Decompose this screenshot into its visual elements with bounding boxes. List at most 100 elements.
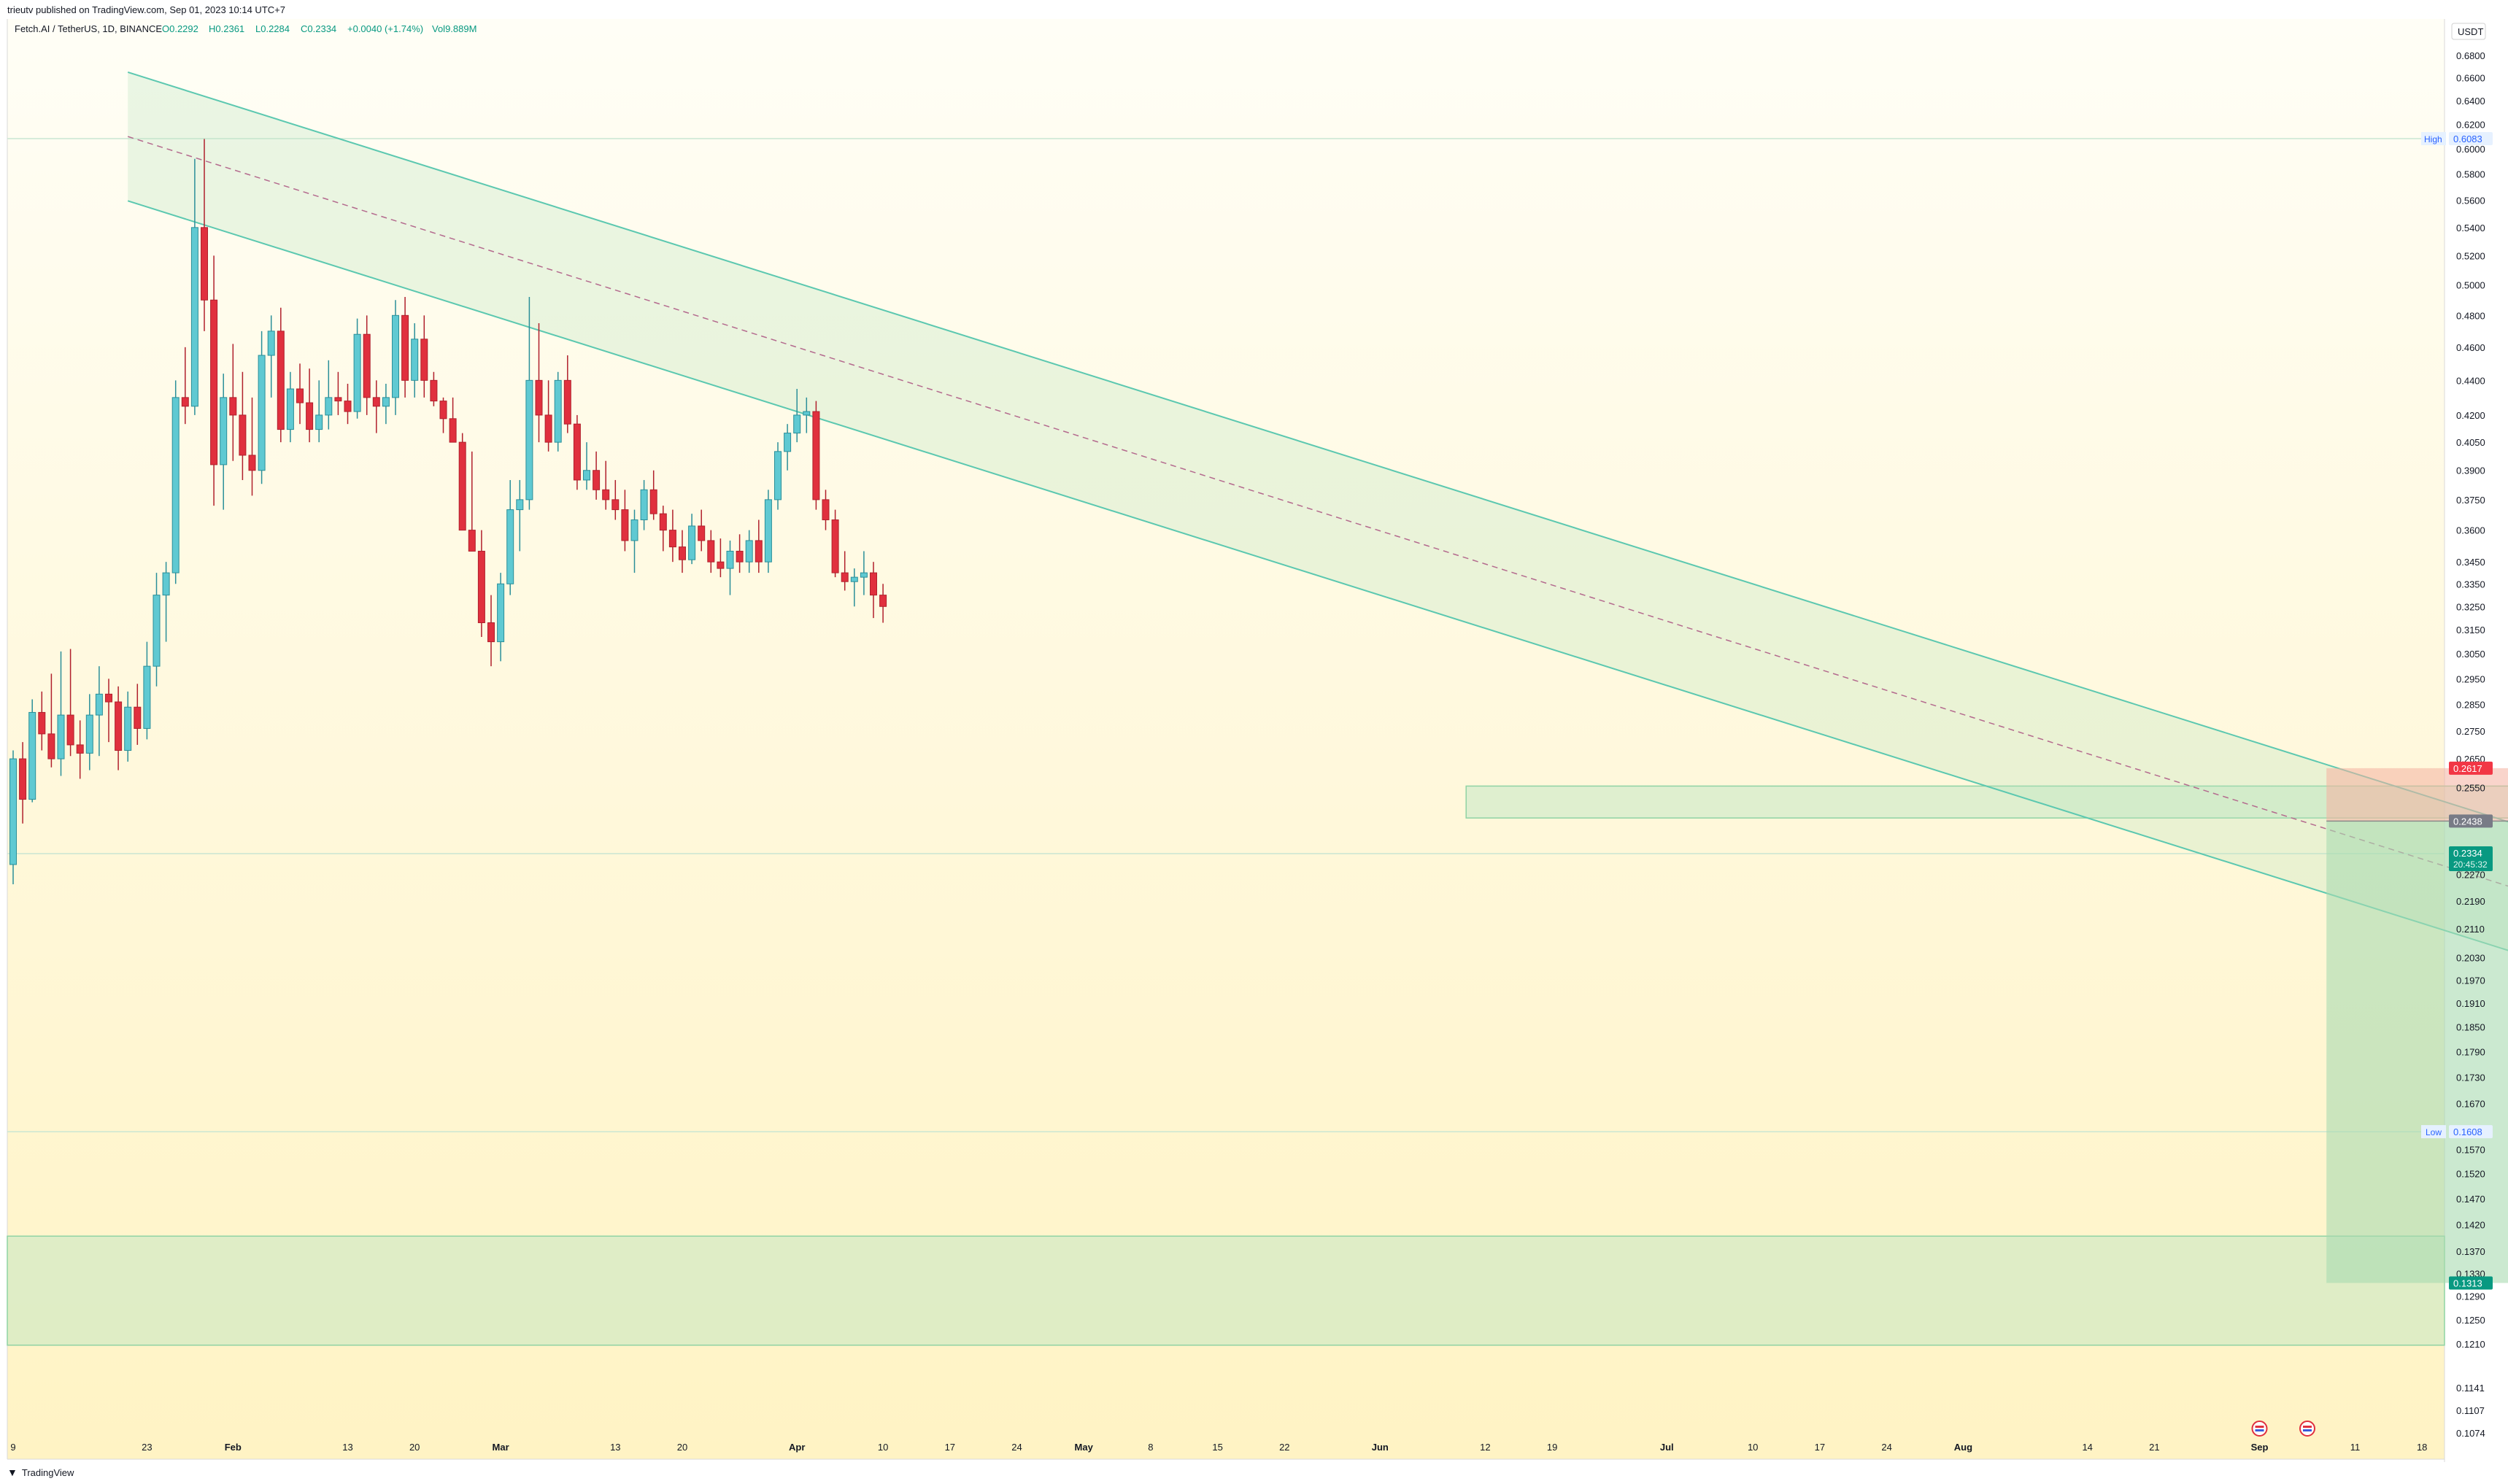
- take-profit-area[interactable]: [2326, 821, 2508, 1283]
- candle-body: [611, 499, 620, 511]
- candle-body: [487, 622, 495, 643]
- short-position-tool[interactable]: [2326, 768, 2508, 1283]
- price-tick-label: 0.2190: [2456, 896, 2485, 907]
- high-value-tag-text: 0.6083: [2453, 134, 2482, 144]
- candle-body: [85, 714, 93, 754]
- volume-value: Vol9.889M: [432, 23, 476, 34]
- price-tick-label: 0.5000: [2456, 280, 2485, 291]
- price-chart[interactable]: 0.6800 0.6600 0.6400 0.6200 0.6000 0.5800 0.56…: [0, 19, 2508, 1462]
- candle-body: [19, 758, 27, 800]
- price-tick-label: 0.1470: [2456, 1194, 2485, 1205]
- candle-body: [382, 397, 390, 407]
- channel-upper-line[interactable]: [127, 72, 2508, 837]
- channel-lower-line[interactable]: [127, 200, 2508, 965]
- candle-body: [525, 379, 533, 501]
- price-tick-label: 0.1290: [2456, 1291, 2485, 1302]
- candle-body: [841, 572, 849, 582]
- candle-body: [439, 401, 447, 420]
- candle-body: [420, 339, 428, 381]
- price-tick-label: 0.3600: [2456, 525, 2485, 536]
- candle-body: [201, 227, 208, 301]
- price-tick-label: 0.5600: [2456, 196, 2485, 206]
- price-tick-label: 0.2950: [2456, 673, 2485, 684]
- candle-body: [860, 572, 868, 578]
- candle-body: [258, 355, 266, 471]
- low-label-box: [2421, 1125, 2446, 1139]
- symbol-title: Fetch.AI / TetherUS, 1D, BINANCE: [15, 23, 162, 34]
- candle-body: [477, 550, 485, 624]
- candle-body: [593, 470, 601, 490]
- tradingview-logo[interactable]: ▼ TradingView: [7, 1466, 74, 1478]
- price-tick-label: 0.1370: [2456, 1246, 2485, 1257]
- price-tick-label: 0.1250: [2456, 1315, 2485, 1326]
- date-tick-label: 9: [10, 1442, 15, 1453]
- price-tick-label: 0.3900: [2456, 465, 2485, 476]
- candle-body: [621, 509, 629, 541]
- low-value-tag-text: 0.1608: [2453, 1126, 2482, 1137]
- date-tick-label: 18: [2417, 1442, 2427, 1453]
- entry-price-tag-text: 0.2438: [2453, 816, 2482, 827]
- plot-background: [7, 19, 2445, 1459]
- date-tick-label: 12: [1480, 1442, 1490, 1453]
- price-tick-label: 0.2030: [2456, 953, 2485, 964]
- candle-body: [870, 572, 877, 596]
- candle-body: [764, 499, 772, 563]
- time-axis[interactable]: 9 23 Feb 13 20 Mar 13 20 Apr 10 17 24 May 8 15 22 Jun 12 1…: [10, 1442, 2427, 1453]
- candle-body: [210, 299, 218, 465]
- price-tick-label: 0.6400: [2456, 96, 2485, 107]
- date-tick-label: 10: [878, 1442, 888, 1453]
- candle-body: [162, 572, 170, 596]
- candle-body: [248, 455, 256, 471]
- price-tick-label: 0.1790: [2456, 1046, 2485, 1057]
- price-tick-label: 0.4200: [2456, 410, 2485, 421]
- price-tick-label: 0.4600: [2456, 342, 2485, 353]
- us-flag-event-icon[interactable]: [2251, 1421, 2268, 1437]
- candle-body: [640, 489, 648, 521]
- horizontal-lines-layer: [7, 138, 2445, 1132]
- date-tick-label: Feb: [225, 1442, 242, 1453]
- candle-body: [506, 509, 514, 584]
- date-tick-label: Apr: [789, 1442, 805, 1453]
- open-value: O0.2292: [162, 23, 198, 34]
- candle-body: [449, 418, 457, 443]
- candle-body: [554, 379, 562, 443]
- candle-body: [630, 519, 638, 541]
- target-price-tag: [2449, 1276, 2493, 1290]
- footer-bar: ▼ TradingView: [0, 1462, 2508, 1484]
- price-tick-label: 0.4400: [2456, 375, 2485, 386]
- price-tick-label: 0.1670: [2456, 1098, 2485, 1109]
- price-tick-label: 0.3250: [2456, 601, 2485, 612]
- stop-loss-area[interactable]: [2326, 768, 2508, 822]
- candle-body: [784, 433, 792, 452]
- candle-body: [220, 397, 228, 465]
- candle-body: [831, 519, 839, 573]
- price-axis[interactable]: 0.6800 0.6600 0.6400 0.6200 0.6000 0.5800 0.56…: [2451, 23, 2486, 1439]
- price-tick-label: 0.3150: [2456, 625, 2485, 635]
- trend-channel[interactable]: [127, 72, 2508, 965]
- us-flag-event-icon[interactable]: [2299, 1421, 2315, 1437]
- candle-body: [879, 595, 887, 607]
- date-tick-label: May: [1075, 1442, 1094, 1453]
- candle-body: [659, 513, 667, 531]
- date-tick-label: 13: [610, 1442, 620, 1453]
- candle-body: [726, 550, 734, 569]
- currency-box[interactable]: [2451, 23, 2486, 40]
- date-tick-label: Jun: [1372, 1442, 1389, 1453]
- candle-body: [707, 540, 715, 563]
- price-tags-layer: High 0.6083 Low 0.1608 0.2617 0.2438 0.233420:…: [2421, 131, 2493, 1290]
- candle-body: [277, 331, 285, 430]
- candle-body: [181, 397, 189, 407]
- candle-body: [344, 401, 352, 412]
- candle-body: [850, 576, 858, 582]
- support-zone[interactable]: [7, 1235, 2445, 1346]
- publish-info: trieutv published on TradingView.com, Se…: [7, 4, 285, 15]
- date-tick-label: Sep: [2251, 1442, 2269, 1453]
- candle-body: [363, 333, 371, 398]
- candle-body: [105, 693, 112, 703]
- candle-body: [38, 711, 46, 735]
- price-tick-label: 0.3050: [2456, 649, 2485, 660]
- candle-body: [745, 540, 753, 563]
- price-tick-label: 0.6000: [2456, 144, 2485, 155]
- candle-body: [66, 714, 74, 746]
- date-tick-label: 17: [1815, 1442, 1825, 1453]
